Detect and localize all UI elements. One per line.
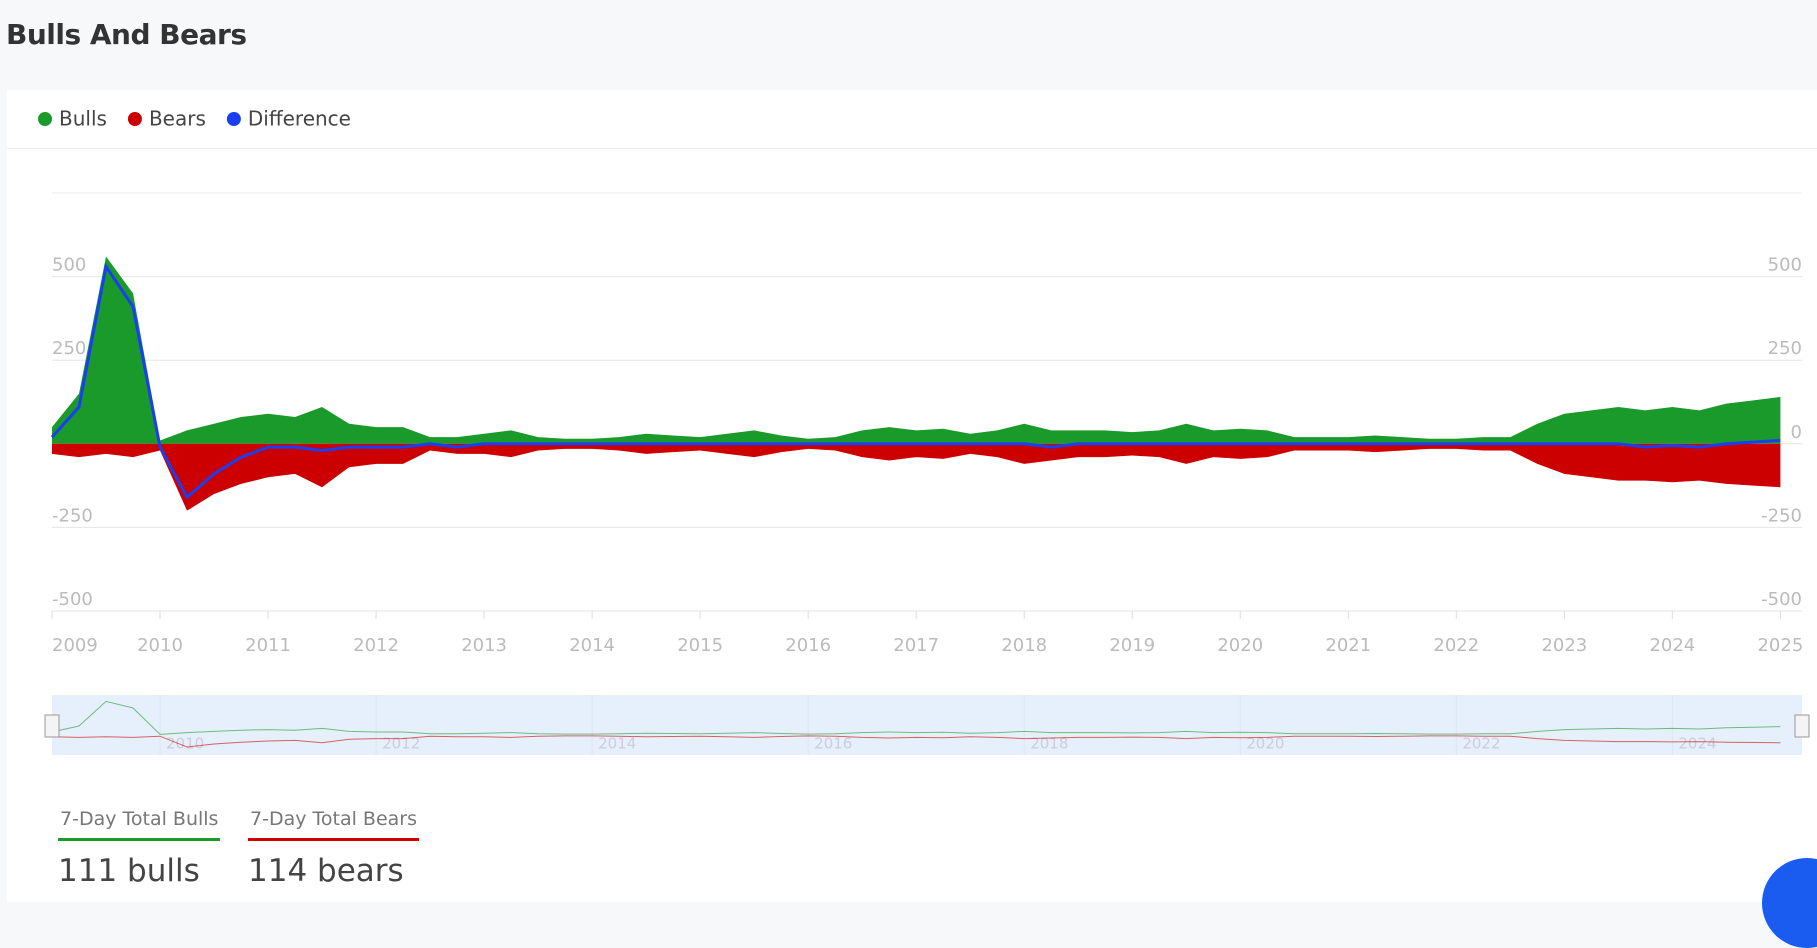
navigator-label: 2010: [166, 735, 204, 753]
legend-label: Bulls: [59, 107, 107, 131]
navigator-handle[interactable]: [44, 714, 60, 738]
x-tick-label: 2019: [1109, 635, 1155, 656]
x-tick-label: 2014: [569, 635, 615, 656]
legend-marker: [226, 112, 241, 126]
y2-tick-label: 0: [1791, 422, 1802, 443]
navigator-label: 2014: [598, 735, 636, 753]
x-tick-label: 2018: [1001, 635, 1047, 656]
stat-value: 111 bulls: [58, 853, 200, 889]
x-tick-label: 2016: [785, 635, 831, 656]
y2-tick-label: 250: [1768, 338, 1802, 359]
navigator-handle[interactable]: [1794, 714, 1810, 738]
x-tick-label: 2013: [461, 635, 507, 656]
area: [52, 256, 1781, 444]
x-tick-label: 2012: [353, 635, 399, 656]
x-tick-label: 2020: [1217, 635, 1263, 656]
navigator-label: 2022: [1462, 735, 1500, 753]
legend-marker: [38, 112, 52, 126]
page: Bulls And Bears Bulls Bears Difference -500…: [6, 18, 1817, 948]
line: [50, 262, 1781, 500]
navigator-label: 2018: [1030, 735, 1068, 753]
x-tick-label: 2022: [1433, 635, 1479, 656]
x-tick-label: 2024: [1649, 635, 1695, 656]
stat-label: 7-Day Total Bulls: [58, 808, 221, 841]
navigator-label: 2020: [1246, 735, 1284, 753]
x-tick-label: 2021: [1325, 635, 1371, 656]
legend-bar: [7, 90, 1817, 149]
navigator-line: [51, 735, 1781, 748]
stat-bears: 7-Day Total Bears 114 bears: [248, 808, 419, 889]
x-tick-label: 2009: [52, 635, 98, 656]
x-tick-label: 2023: [1541, 635, 1587, 656]
legend-label: Difference: [248, 107, 351, 131]
y2-tick-label: -250: [1761, 505, 1802, 526]
navigator-label: 2024: [1678, 735, 1716, 753]
navigator: [52, 695, 1802, 755]
x-tick-label: 2010: [137, 635, 183, 656]
y-tick-label: -500: [52, 589, 93, 610]
y2-tick-label: 500: [1768, 255, 1802, 276]
x-tick-label: 2011: [245, 635, 291, 656]
stat-bulls: 7-Day Total Bulls 111 bulls: [58, 808, 221, 889]
y2-tick-label: -500: [1761, 589, 1802, 610]
chart-card: [7, 90, 1817, 902]
legend-marker: [127, 112, 142, 126]
x-tick-label: 2017: [893, 635, 939, 656]
stat-value: 114 bears: [248, 853, 404, 889]
x-tick-label: 2025: [1757, 635, 1803, 656]
y-tick-label: 250: [52, 338, 86, 359]
navigator-label: 2016: [814, 735, 852, 753]
y-tick-label: 500: [52, 255, 86, 276]
chart: Bulls Bears Difference -500 -250 0 250 500 -500 -…: [38, 107, 1810, 755]
legend-label: Bears: [149, 107, 206, 131]
y-tick-label: -250: [52, 505, 93, 526]
stat-label: 7-Day Total Bears: [248, 808, 419, 841]
x-tick-label: 2015: [677, 635, 723, 656]
area: [52, 443, 1781, 511]
page-title: Bulls And Bears: [6, 18, 247, 51]
navigator-line: [51, 700, 1781, 735]
